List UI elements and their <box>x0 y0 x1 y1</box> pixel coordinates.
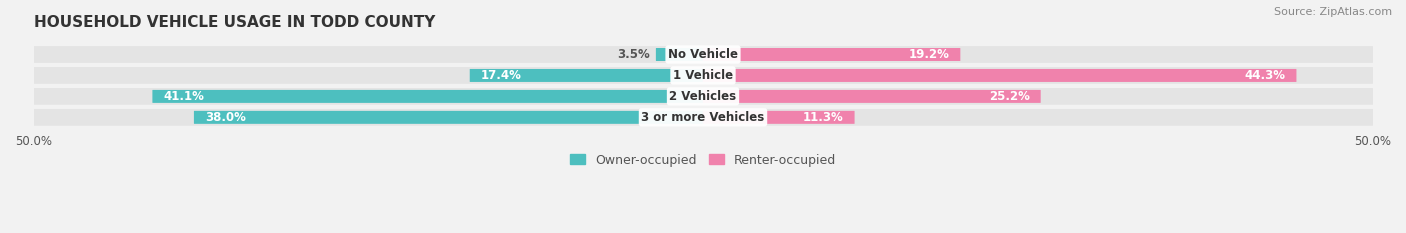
Text: 2 Vehicles: 2 Vehicles <box>669 90 737 103</box>
Text: 41.1%: 41.1% <box>163 90 204 103</box>
FancyBboxPatch shape <box>655 48 703 61</box>
Text: 3.5%: 3.5% <box>617 48 650 61</box>
Text: 19.2%: 19.2% <box>908 48 949 61</box>
Text: 38.0%: 38.0% <box>205 111 246 124</box>
Text: 44.3%: 44.3% <box>1244 69 1285 82</box>
FancyBboxPatch shape <box>703 90 1040 103</box>
Text: 1 Vehicle: 1 Vehicle <box>673 69 733 82</box>
FancyBboxPatch shape <box>152 90 703 103</box>
FancyBboxPatch shape <box>703 48 960 61</box>
Text: 25.2%: 25.2% <box>988 90 1029 103</box>
Text: Source: ZipAtlas.com: Source: ZipAtlas.com <box>1274 7 1392 17</box>
FancyBboxPatch shape <box>32 88 1374 105</box>
FancyBboxPatch shape <box>32 109 1374 126</box>
FancyBboxPatch shape <box>470 69 703 82</box>
Text: 11.3%: 11.3% <box>803 111 844 124</box>
FancyBboxPatch shape <box>32 67 1374 84</box>
FancyBboxPatch shape <box>32 46 1374 63</box>
Text: No Vehicle: No Vehicle <box>668 48 738 61</box>
Text: 17.4%: 17.4% <box>481 69 522 82</box>
FancyBboxPatch shape <box>703 69 1296 82</box>
FancyBboxPatch shape <box>703 111 855 124</box>
Text: 3 or more Vehicles: 3 or more Vehicles <box>641 111 765 124</box>
FancyBboxPatch shape <box>194 111 703 124</box>
Legend: Owner-occupied, Renter-occupied: Owner-occupied, Renter-occupied <box>565 149 841 171</box>
Text: HOUSEHOLD VEHICLE USAGE IN TODD COUNTY: HOUSEHOLD VEHICLE USAGE IN TODD COUNTY <box>34 15 434 30</box>
